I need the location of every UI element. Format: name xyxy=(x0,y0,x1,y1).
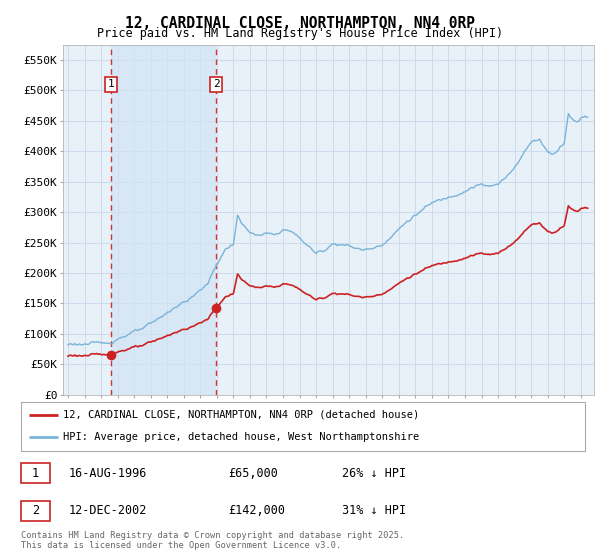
Text: 2: 2 xyxy=(212,80,220,90)
Text: 12, CARDINAL CLOSE, NORTHAMPTON, NN4 0RP (detached house): 12, CARDINAL CLOSE, NORTHAMPTON, NN4 0RP… xyxy=(64,410,419,420)
Text: 12-DEC-2002: 12-DEC-2002 xyxy=(69,504,148,517)
Text: £65,000: £65,000 xyxy=(228,466,278,480)
Text: 26% ↓ HPI: 26% ↓ HPI xyxy=(342,466,406,480)
Text: 31% ↓ HPI: 31% ↓ HPI xyxy=(342,504,406,517)
Text: HPI: Average price, detached house, West Northamptonshire: HPI: Average price, detached house, West… xyxy=(64,432,419,442)
Text: 1: 1 xyxy=(108,80,115,90)
Text: 16-AUG-1996: 16-AUG-1996 xyxy=(69,466,148,480)
Text: 2: 2 xyxy=(32,504,39,517)
Text: 1: 1 xyxy=(32,466,39,480)
Bar xyxy=(112,45,216,395)
Text: £142,000: £142,000 xyxy=(228,504,285,517)
Text: 12, CARDINAL CLOSE, NORTHAMPTON, NN4 0RP: 12, CARDINAL CLOSE, NORTHAMPTON, NN4 0RP xyxy=(125,16,475,31)
Text: Price paid vs. HM Land Registry's House Price Index (HPI): Price paid vs. HM Land Registry's House … xyxy=(97,27,503,40)
Text: Contains HM Land Registry data © Crown copyright and database right 2025.
This d: Contains HM Land Registry data © Crown c… xyxy=(21,531,404,550)
